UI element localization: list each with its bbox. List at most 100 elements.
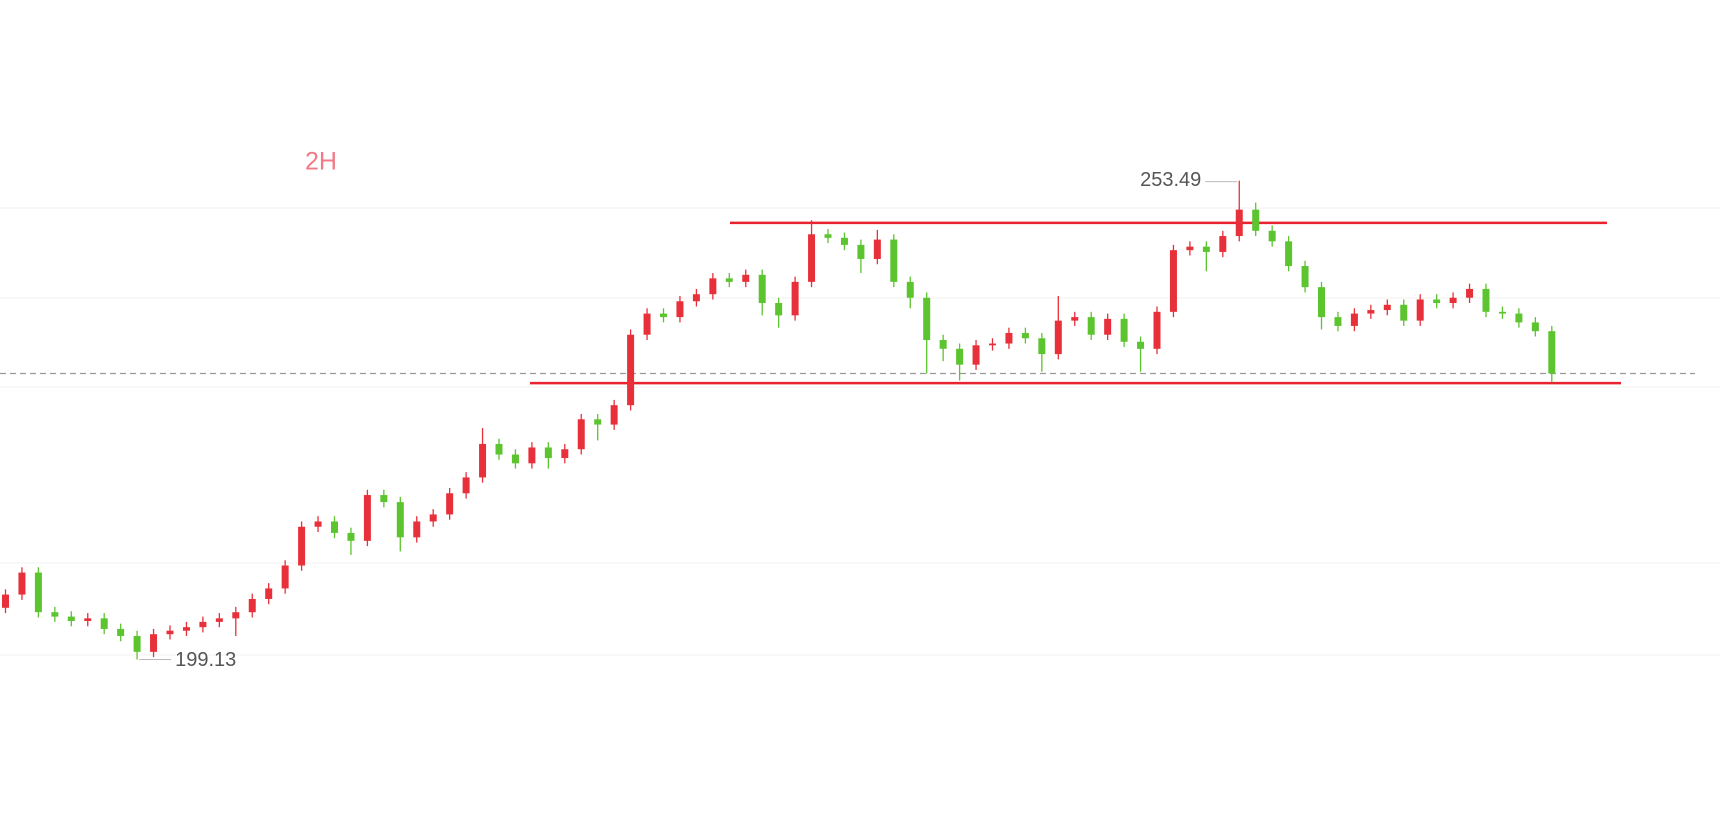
candle-body bbox=[298, 526, 306, 566]
candle-body bbox=[1449, 297, 1457, 304]
candle-body bbox=[791, 281, 799, 316]
candle-body bbox=[890, 239, 898, 282]
candle-body bbox=[758, 274, 766, 304]
candle-body bbox=[1186, 246, 1194, 251]
candle-body bbox=[1301, 266, 1309, 288]
candle-body bbox=[824, 234, 832, 238]
candle-body bbox=[873, 239, 881, 259]
candle-body bbox=[808, 234, 816, 282]
candle-body bbox=[462, 477, 470, 494]
candle-body bbox=[1482, 288, 1490, 312]
candle-body bbox=[34, 572, 42, 613]
candle-body bbox=[446, 493, 454, 515]
candle-body bbox=[1219, 236, 1227, 252]
candle-body bbox=[989, 343, 996, 346]
candle-body bbox=[18, 572, 26, 595]
candle-body bbox=[150, 634, 158, 652]
candle-body bbox=[511, 454, 519, 464]
candle-body bbox=[133, 635, 141, 652]
candle-body bbox=[972, 345, 980, 365]
candle-body bbox=[906, 281, 914, 298]
candle-body bbox=[1367, 310, 1375, 314]
candle-body bbox=[347, 532, 355, 541]
candle-body bbox=[561, 449, 569, 459]
candle-body bbox=[51, 612, 59, 617]
candle-body bbox=[660, 313, 667, 318]
candle-body bbox=[692, 294, 700, 302]
candle-body bbox=[1350, 313, 1358, 326]
min-price-label: 199.13 bbox=[175, 649, 236, 671]
candle-body bbox=[1400, 304, 1408, 321]
candle-body bbox=[84, 618, 92, 621]
candle-body bbox=[1548, 331, 1556, 374]
candle-body bbox=[1235, 209, 1243, 237]
candle-body bbox=[1466, 288, 1474, 298]
candle-body bbox=[709, 278, 717, 295]
candle-body bbox=[248, 598, 256, 613]
candle-body bbox=[380, 495, 388, 503]
candle-body bbox=[1054, 320, 1062, 355]
candle-body bbox=[1334, 317, 1342, 326]
candle-body bbox=[396, 502, 404, 538]
candle-body bbox=[857, 244, 865, 259]
candle-body bbox=[676, 301, 684, 318]
candle-body bbox=[166, 630, 174, 635]
candle-body bbox=[1021, 332, 1029, 339]
candle-body bbox=[610, 405, 618, 425]
candle-body bbox=[1038, 338, 1046, 355]
candle-body bbox=[775, 303, 783, 316]
candle-body bbox=[479, 443, 487, 478]
candle-body bbox=[956, 348, 964, 365]
candle-body bbox=[725, 278, 733, 282]
candle-body bbox=[643, 313, 651, 335]
candle-body bbox=[594, 419, 602, 425]
candle-body bbox=[429, 514, 437, 522]
candle-body bbox=[314, 521, 322, 527]
candle-body bbox=[923, 297, 931, 341]
candle-body bbox=[182, 627, 190, 631]
candle-body bbox=[265, 588, 273, 599]
candle-body bbox=[544, 447, 552, 459]
candle-body bbox=[1383, 304, 1391, 311]
candle-body bbox=[742, 274, 750, 282]
candle-body bbox=[840, 237, 848, 245]
candle-body bbox=[1498, 311, 1506, 314]
interval-label: 2H bbox=[305, 148, 337, 176]
candle-body bbox=[100, 618, 108, 629]
candle-body bbox=[1285, 241, 1293, 267]
candle-body bbox=[1202, 246, 1210, 252]
candle-body bbox=[199, 621, 207, 628]
candle-body bbox=[1252, 209, 1260, 231]
candle-body bbox=[232, 612, 240, 619]
candle-body bbox=[1071, 317, 1079, 321]
candle-body bbox=[1268, 230, 1276, 242]
candle-body bbox=[1416, 299, 1424, 321]
candle-body bbox=[1120, 318, 1128, 342]
candle-body bbox=[331, 521, 338, 533]
candle-body bbox=[627, 334, 635, 406]
candle-body bbox=[1169, 250, 1177, 312]
candle-body bbox=[1104, 318, 1112, 335]
candle-body bbox=[117, 628, 125, 636]
candle-body bbox=[1318, 287, 1325, 318]
candle-body bbox=[939, 340, 947, 349]
candle-body bbox=[1087, 317, 1095, 335]
candle-body bbox=[528, 447, 536, 464]
candle-body bbox=[1531, 322, 1539, 332]
candle-body bbox=[1433, 299, 1441, 304]
candle-body bbox=[1137, 341, 1145, 349]
candle-body bbox=[413, 521, 421, 538]
candle-body bbox=[1515, 313, 1523, 323]
candle-body bbox=[67, 616, 75, 621]
candle-body bbox=[577, 419, 585, 450]
max-price-label: 253.49 bbox=[1140, 169, 1201, 191]
candle-body bbox=[281, 565, 289, 589]
candle-body bbox=[495, 443, 503, 455]
candle-body bbox=[1153, 311, 1161, 349]
candle-body bbox=[1005, 332, 1013, 344]
candle-body bbox=[215, 618, 223, 622]
candle-body bbox=[363, 495, 371, 541]
candle-body bbox=[2, 594, 9, 608]
